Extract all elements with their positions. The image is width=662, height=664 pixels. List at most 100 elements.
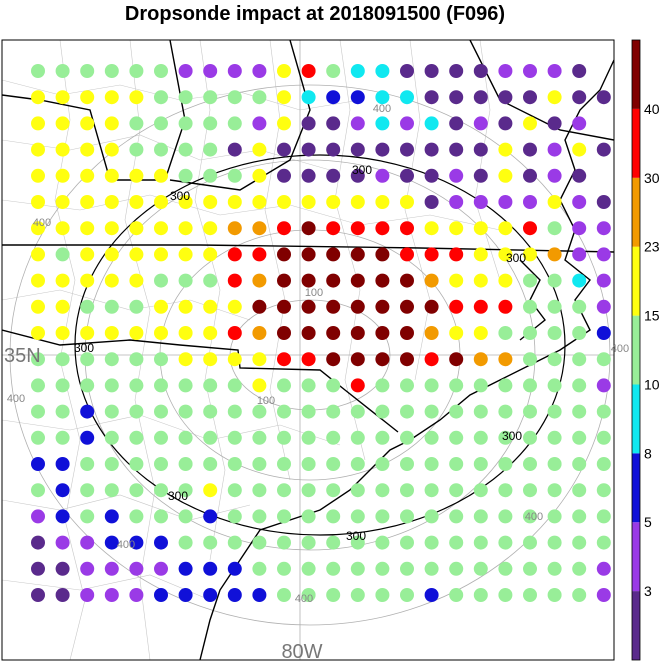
impact-dot bbox=[80, 273, 95, 288]
impact-dot bbox=[449, 457, 464, 471]
impact-dot bbox=[350, 221, 365, 236]
impact-dot bbox=[203, 509, 218, 524]
colorbar-segment bbox=[632, 384, 640, 454]
impact-dot bbox=[498, 561, 513, 576]
impact-dot bbox=[252, 535, 267, 550]
impact-dot bbox=[104, 299, 119, 314]
impact-dot bbox=[129, 168, 144, 183]
impact-dot bbox=[227, 116, 242, 131]
impact-dot bbox=[104, 457, 119, 471]
impact-dot bbox=[400, 195, 414, 209]
impact-dot bbox=[326, 535, 341, 550]
impact-dot bbox=[498, 588, 513, 602]
impact-dot bbox=[523, 326, 537, 340]
impact-dot bbox=[154, 247, 168, 262]
impact-dot bbox=[400, 457, 414, 471]
colorbar-tick-label: 23 bbox=[644, 239, 660, 255]
impact-dot bbox=[129, 90, 144, 105]
impact-dot bbox=[326, 352, 341, 367]
impact-dot bbox=[375, 273, 390, 288]
impact-dot bbox=[301, 404, 316, 419]
impact-dot bbox=[424, 588, 439, 602]
impact-dot bbox=[523, 561, 537, 576]
impact-dot bbox=[203, 195, 218, 209]
impact-dot bbox=[203, 326, 218, 340]
impact-dot bbox=[154, 64, 168, 78]
impact-dot bbox=[129, 509, 144, 524]
impact-dot bbox=[473, 535, 488, 550]
impact-dot bbox=[203, 273, 218, 288]
impact-dot bbox=[104, 588, 119, 602]
impact-dot bbox=[400, 588, 414, 602]
contour-label-300-bottom: 300 bbox=[346, 529, 366, 543]
impact-dot bbox=[350, 90, 365, 105]
impact-dot bbox=[129, 483, 144, 498]
impact-dot bbox=[129, 326, 144, 340]
impact-dot bbox=[547, 588, 562, 602]
impact-dot bbox=[449, 64, 464, 78]
impact-dot bbox=[301, 90, 316, 105]
impact-dot bbox=[498, 90, 513, 105]
impact-dot bbox=[178, 483, 193, 498]
impact-dot bbox=[277, 168, 291, 183]
impact-dot bbox=[203, 64, 218, 78]
impact-dot bbox=[227, 378, 242, 393]
impact-dot bbox=[400, 116, 414, 131]
impact-dot bbox=[80, 116, 95, 131]
impact-dot bbox=[31, 588, 45, 602]
impact-dot bbox=[400, 221, 414, 236]
impact-dot bbox=[301, 116, 316, 131]
impact-dot bbox=[400, 90, 414, 105]
impact-dot bbox=[301, 561, 316, 576]
impact-dot bbox=[154, 378, 168, 393]
impact-dot bbox=[80, 404, 95, 419]
impact-dot bbox=[203, 352, 218, 367]
impact-dot bbox=[449, 378, 464, 393]
impact-dot bbox=[326, 116, 341, 131]
impact-dot bbox=[227, 168, 242, 183]
impact-dot bbox=[400, 509, 414, 524]
impact-dot bbox=[178, 116, 193, 131]
impact-dot bbox=[473, 273, 488, 288]
impact-dot bbox=[203, 561, 218, 576]
impact-dot bbox=[154, 430, 168, 445]
colorbar-segment bbox=[632, 108, 640, 178]
impact-dot bbox=[400, 273, 414, 288]
impact-dot bbox=[449, 273, 464, 288]
colorbar-tick-label: 30 bbox=[644, 170, 660, 186]
impact-dot bbox=[203, 116, 218, 131]
impact-dot bbox=[178, 64, 193, 78]
impact-dot bbox=[154, 168, 168, 183]
impact-dot bbox=[227, 535, 242, 550]
impact-dot bbox=[277, 195, 291, 209]
impact-dot bbox=[375, 168, 390, 183]
impact-dot bbox=[178, 535, 193, 550]
impact-dot bbox=[523, 195, 537, 209]
impact-dot bbox=[350, 378, 365, 393]
impact-dot bbox=[375, 430, 390, 445]
impact-dot bbox=[375, 116, 390, 131]
impact-dot bbox=[572, 273, 587, 288]
impact-dot bbox=[129, 299, 144, 314]
impact-dot bbox=[473, 483, 488, 498]
impact-dot bbox=[596, 561, 611, 576]
impact-dot bbox=[80, 378, 95, 393]
impact-dot bbox=[104, 142, 119, 157]
colorbar-segment bbox=[632, 246, 640, 316]
impact-dot bbox=[646, 431, 660, 445]
impact-dot bbox=[252, 457, 267, 471]
impact-dot bbox=[523, 430, 537, 445]
impact-dot bbox=[31, 299, 45, 314]
impact-dot bbox=[104, 430, 119, 445]
impact-dot bbox=[129, 588, 144, 602]
impact-dot bbox=[350, 142, 365, 157]
impact-dot bbox=[55, 221, 70, 236]
impact-dot bbox=[596, 195, 611, 209]
impact-dot bbox=[55, 352, 70, 367]
impact-dot bbox=[424, 509, 439, 524]
impact-dot bbox=[350, 561, 365, 576]
impact-dot bbox=[596, 588, 611, 602]
impact-dot bbox=[523, 352, 537, 367]
impact-dot bbox=[449, 299, 464, 314]
impact-dot bbox=[326, 509, 341, 524]
